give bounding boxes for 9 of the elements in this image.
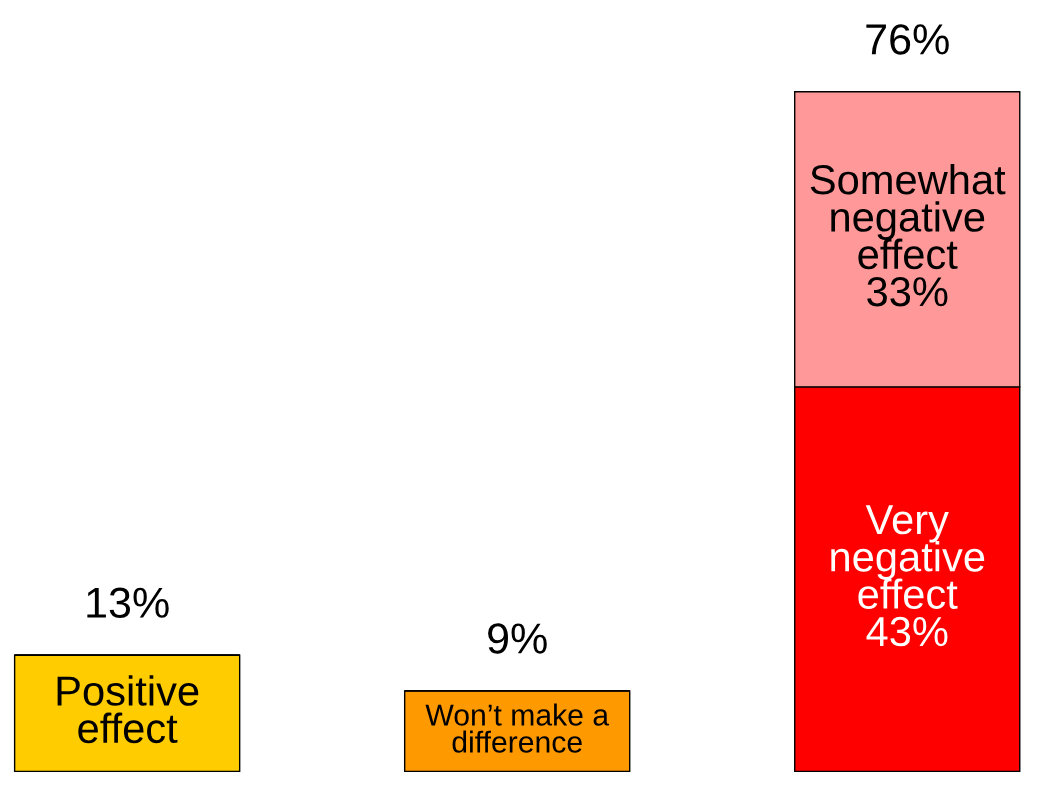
series-label: Won’t make a difference	[425, 703, 610, 753]
total-label: 13%	[87, 587, 169, 619]
total-label: 76%	[866, 24, 949, 55]
total-label: 9%	[488, 623, 547, 654]
series-label: Very negative effect	[831, 505, 985, 609]
series-label: Somewhat negative effect	[810, 163, 1006, 270]
series-label: Positive effect	[57, 675, 199, 744]
data-label: 33%	[867, 276, 948, 307]
data-label: 43%	[866, 616, 948, 647]
